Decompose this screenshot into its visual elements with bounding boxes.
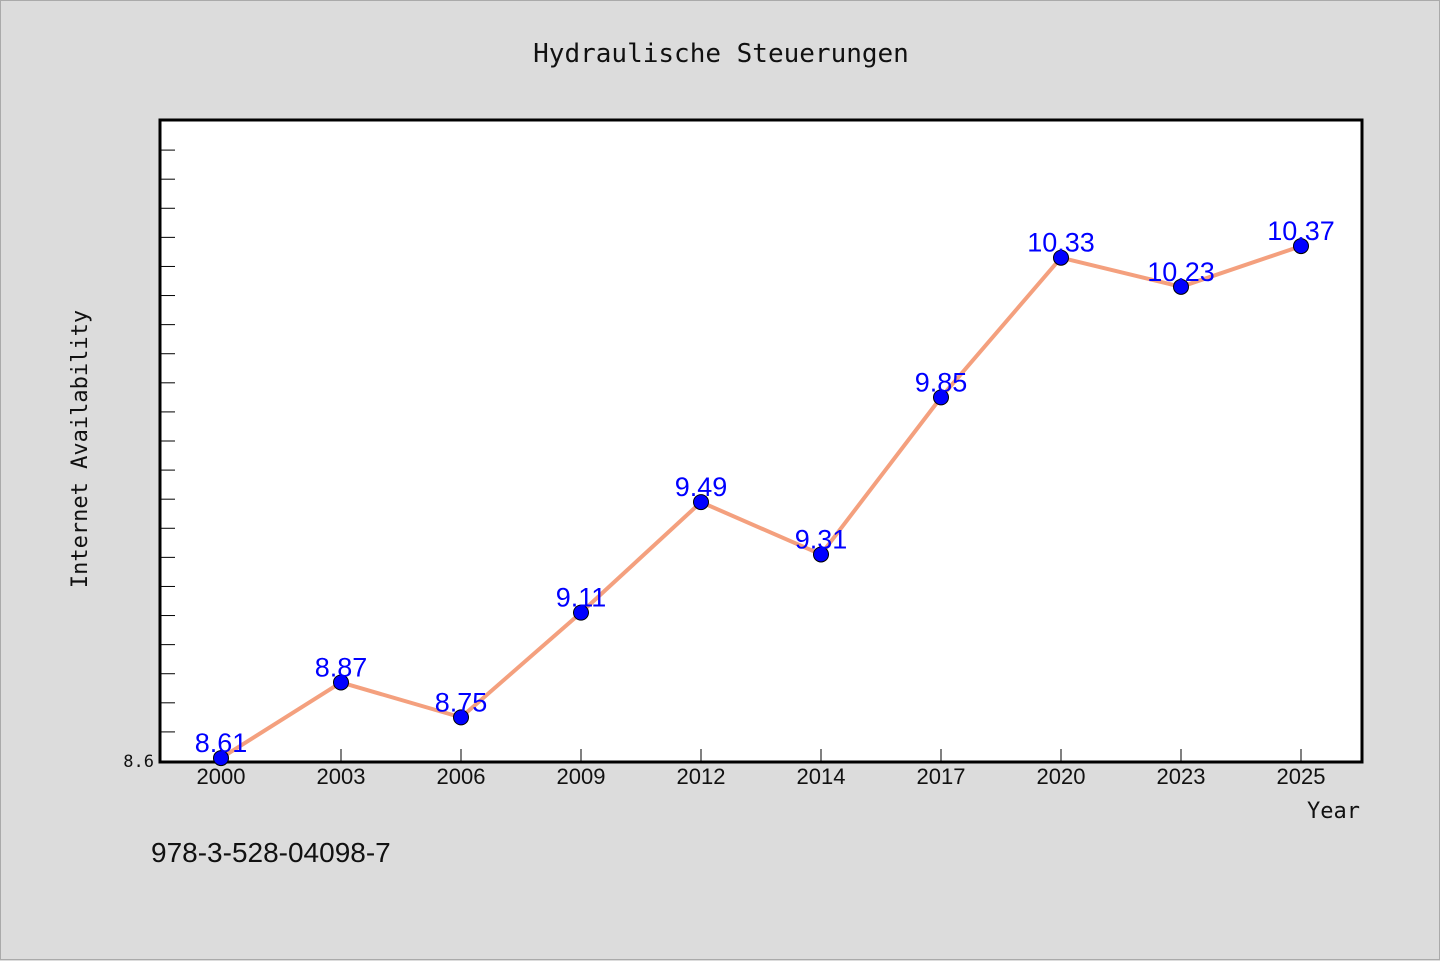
data-label: 9.11 xyxy=(556,583,607,613)
isbn-text: 978-3-528-04098-7 xyxy=(151,837,391,868)
x-axis-ticks: 2000 2003 2006 2009 2012 2014 2017 2020 2023 2025 xyxy=(197,749,1326,789)
data-label: 8.87 xyxy=(315,652,368,682)
data-point xyxy=(213,750,229,767)
data-label: 10.23 xyxy=(1147,257,1215,287)
data-point xyxy=(933,389,949,406)
x-tick-label: 2012 xyxy=(677,764,726,789)
data-label: 9.31 xyxy=(795,524,848,554)
x-tick-label: 2020 xyxy=(1037,764,1086,789)
data-point xyxy=(813,546,829,563)
x-tick-label: 2003 xyxy=(317,764,366,789)
data-point xyxy=(333,674,349,691)
x-tick-label: 2025 xyxy=(1277,764,1326,789)
x-tick-label: 2006 xyxy=(437,764,486,789)
data-point xyxy=(1293,238,1309,255)
data-point xyxy=(693,494,709,511)
plot-area xyxy=(158,118,1364,764)
x-tick-label: 2017 xyxy=(917,764,966,789)
data-point xyxy=(453,709,469,726)
y-tick-label: 8.6 xyxy=(123,752,154,772)
data-labels: 8.61 8.87 8.75 9.11 9.49 9.31 9.85 10.33 10.23 10… xyxy=(195,216,1335,758)
data-points xyxy=(213,238,1309,767)
data-point xyxy=(1053,249,1069,266)
y-axis-ticks: 8.6 xyxy=(123,120,175,772)
data-label: 9.85 xyxy=(915,367,968,397)
data-point xyxy=(1173,278,1189,295)
data-label: 8.75 xyxy=(435,687,488,717)
data-label: 9.49 xyxy=(675,472,728,502)
series-line xyxy=(219,244,1302,760)
chart-title: Hydraulische Steuerungen xyxy=(533,39,909,69)
x-tick-label: 2009 xyxy=(557,764,606,789)
x-axis-label: Year xyxy=(1307,799,1360,824)
x-tick-label: 2000 xyxy=(197,764,246,789)
y-axis-label: Internet Availability xyxy=(68,310,93,588)
data-label: 10.37 xyxy=(1267,216,1335,246)
x-tick-label: 2014 xyxy=(797,764,846,789)
data-label: 10.33 xyxy=(1027,228,1095,258)
data-point xyxy=(573,604,589,621)
x-tick-label: 2023 xyxy=(1157,764,1206,789)
data-label: 8.61 xyxy=(195,728,248,758)
